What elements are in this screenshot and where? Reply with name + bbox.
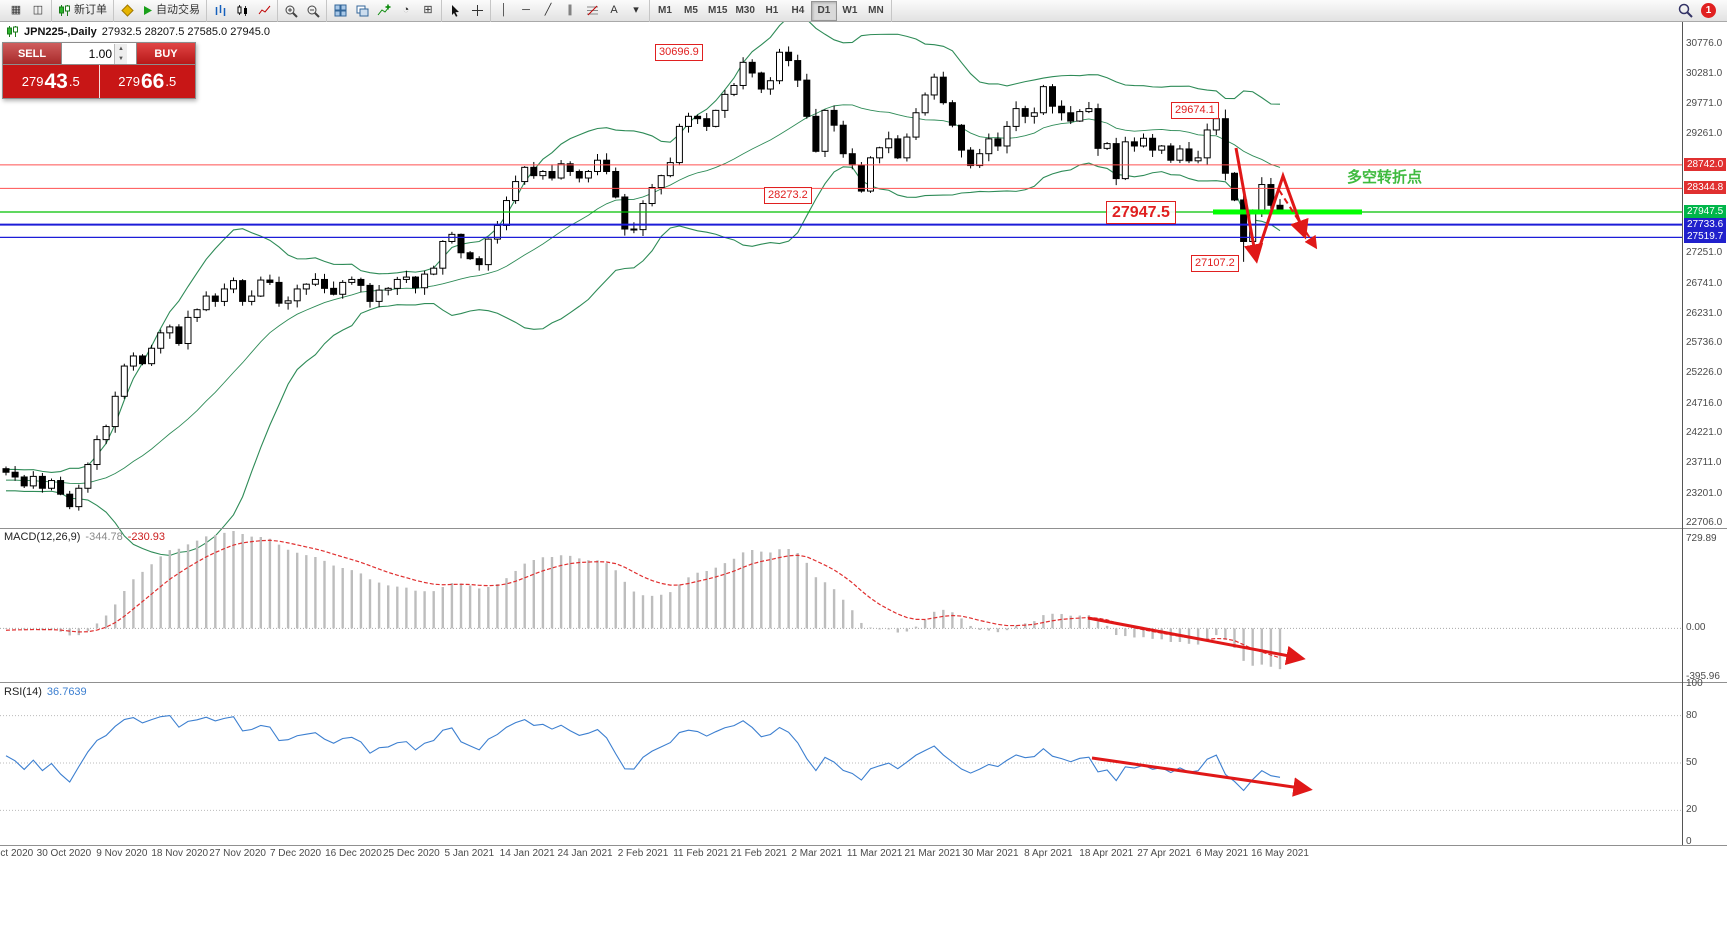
new-order-button[interactable]: 新订单 bbox=[54, 1, 111, 21]
candlestick-chart-icon[interactable] bbox=[231, 1, 253, 21]
chart-title-icon bbox=[7, 26, 18, 37]
timeframe-w1-button[interactable]: W1 bbox=[837, 1, 863, 21]
trendline-icon[interactable]: ╱ bbox=[537, 1, 559, 21]
timeframe-m15-button[interactable]: M15 bbox=[704, 1, 731, 21]
projection-arrow-dashed bbox=[1278, 189, 1318, 250]
buy-button[interactable]: BUY bbox=[137, 43, 195, 64]
timeframe-h4-button[interactable]: H4 bbox=[785, 1, 811, 21]
cascade-windows-icon[interactable] bbox=[351, 1, 373, 21]
templates-icon[interactable]: ⊞ bbox=[417, 1, 439, 21]
profile-icon[interactable]: ◫ bbox=[27, 1, 49, 21]
arrow-tools-icon[interactable]: ▾ bbox=[625, 1, 647, 21]
crash-arrow-down bbox=[1234, 147, 1264, 264]
autotrade-button[interactable]: 自动交易 bbox=[138, 1, 204, 21]
macd-indicator-label: MACD(12,26,9) -344.78 -230.93 bbox=[4, 531, 166, 543]
volume-field: ▲ ▼ bbox=[61, 43, 137, 64]
ohlc-values: 27932.5 28207.5 27585.0 27945.0 bbox=[101, 25, 270, 38]
sell-price[interactable]: 279 43.5 bbox=[21, 70, 80, 93]
volume-decrease-button[interactable]: ▼ bbox=[115, 53, 127, 64]
vertical-line-icon[interactable]: │ bbox=[493, 1, 515, 21]
volume-input[interactable] bbox=[62, 46, 114, 61]
search-icon[interactable] bbox=[1674, 1, 1697, 21]
symbol-period-label: JPN225-,Daily bbox=[24, 25, 97, 38]
rsi-trend-arrow bbox=[1091, 756, 1313, 797]
zoom-in-icon[interactable] bbox=[280, 1, 302, 21]
bar-chart-icon[interactable] bbox=[209, 1, 231, 21]
sell-button[interactable]: SELL bbox=[3, 43, 61, 64]
expert-advisors-icon[interactable] bbox=[116, 1, 138, 21]
notification-badge[interactable]: 1 bbox=[1701, 3, 1716, 18]
channel-icon[interactable]: ∥ bbox=[559, 1, 581, 21]
timeframe-m5-button[interactable]: M5 bbox=[678, 1, 704, 21]
text-icon[interactable]: A bbox=[603, 1, 625, 21]
periods-icon[interactable]: ◔ bbox=[395, 1, 417, 21]
timeframe-m30-button[interactable]: M30 bbox=[731, 1, 758, 21]
volume-increase-button[interactable]: ▲ bbox=[115, 43, 127, 54]
cursor-icon[interactable] bbox=[444, 1, 466, 21]
rebound-zigzag-arrow bbox=[1254, 171, 1309, 259]
timeframe-m1-button[interactable]: M1 bbox=[652, 1, 678, 21]
fibonacci-icon[interactable] bbox=[581, 1, 603, 21]
timeframe-d1-button[interactable]: D1 bbox=[810, 0, 837, 21]
timeframe-mn-button[interactable]: MN bbox=[863, 1, 889, 21]
chart-window-title: JPN225-,Daily 27932.5 28207.5 27585.0 27… bbox=[6, 25, 270, 38]
indicators-icon[interactable] bbox=[373, 1, 395, 21]
crosshair-icon[interactable] bbox=[466, 1, 488, 21]
toolbar: ▦ ◫ 新订单 自动交易 ◔ ⊞ │ ─ ╱ ∥ A ▾ M1 M5 M15 M30 H1 H4 D1 W1 MN 1 bbox=[0, 0, 1727, 22]
charts-grid-icon[interactable]: ▦ bbox=[5, 1, 27, 21]
line-chart-icon[interactable] bbox=[253, 1, 275, 21]
horizontal-line-icon[interactable]: ─ bbox=[515, 1, 537, 21]
tile-windows-icon[interactable] bbox=[329, 1, 351, 21]
buy-price[interactable]: 279 66.5 bbox=[98, 65, 196, 98]
rsi-indicator-label: RSI(14) 36.7639 bbox=[4, 686, 87, 698]
macd-trend-arrow bbox=[1087, 616, 1306, 666]
zoom-out-icon[interactable] bbox=[302, 1, 324, 21]
timeframe-h1-button[interactable]: H1 bbox=[759, 1, 785, 21]
